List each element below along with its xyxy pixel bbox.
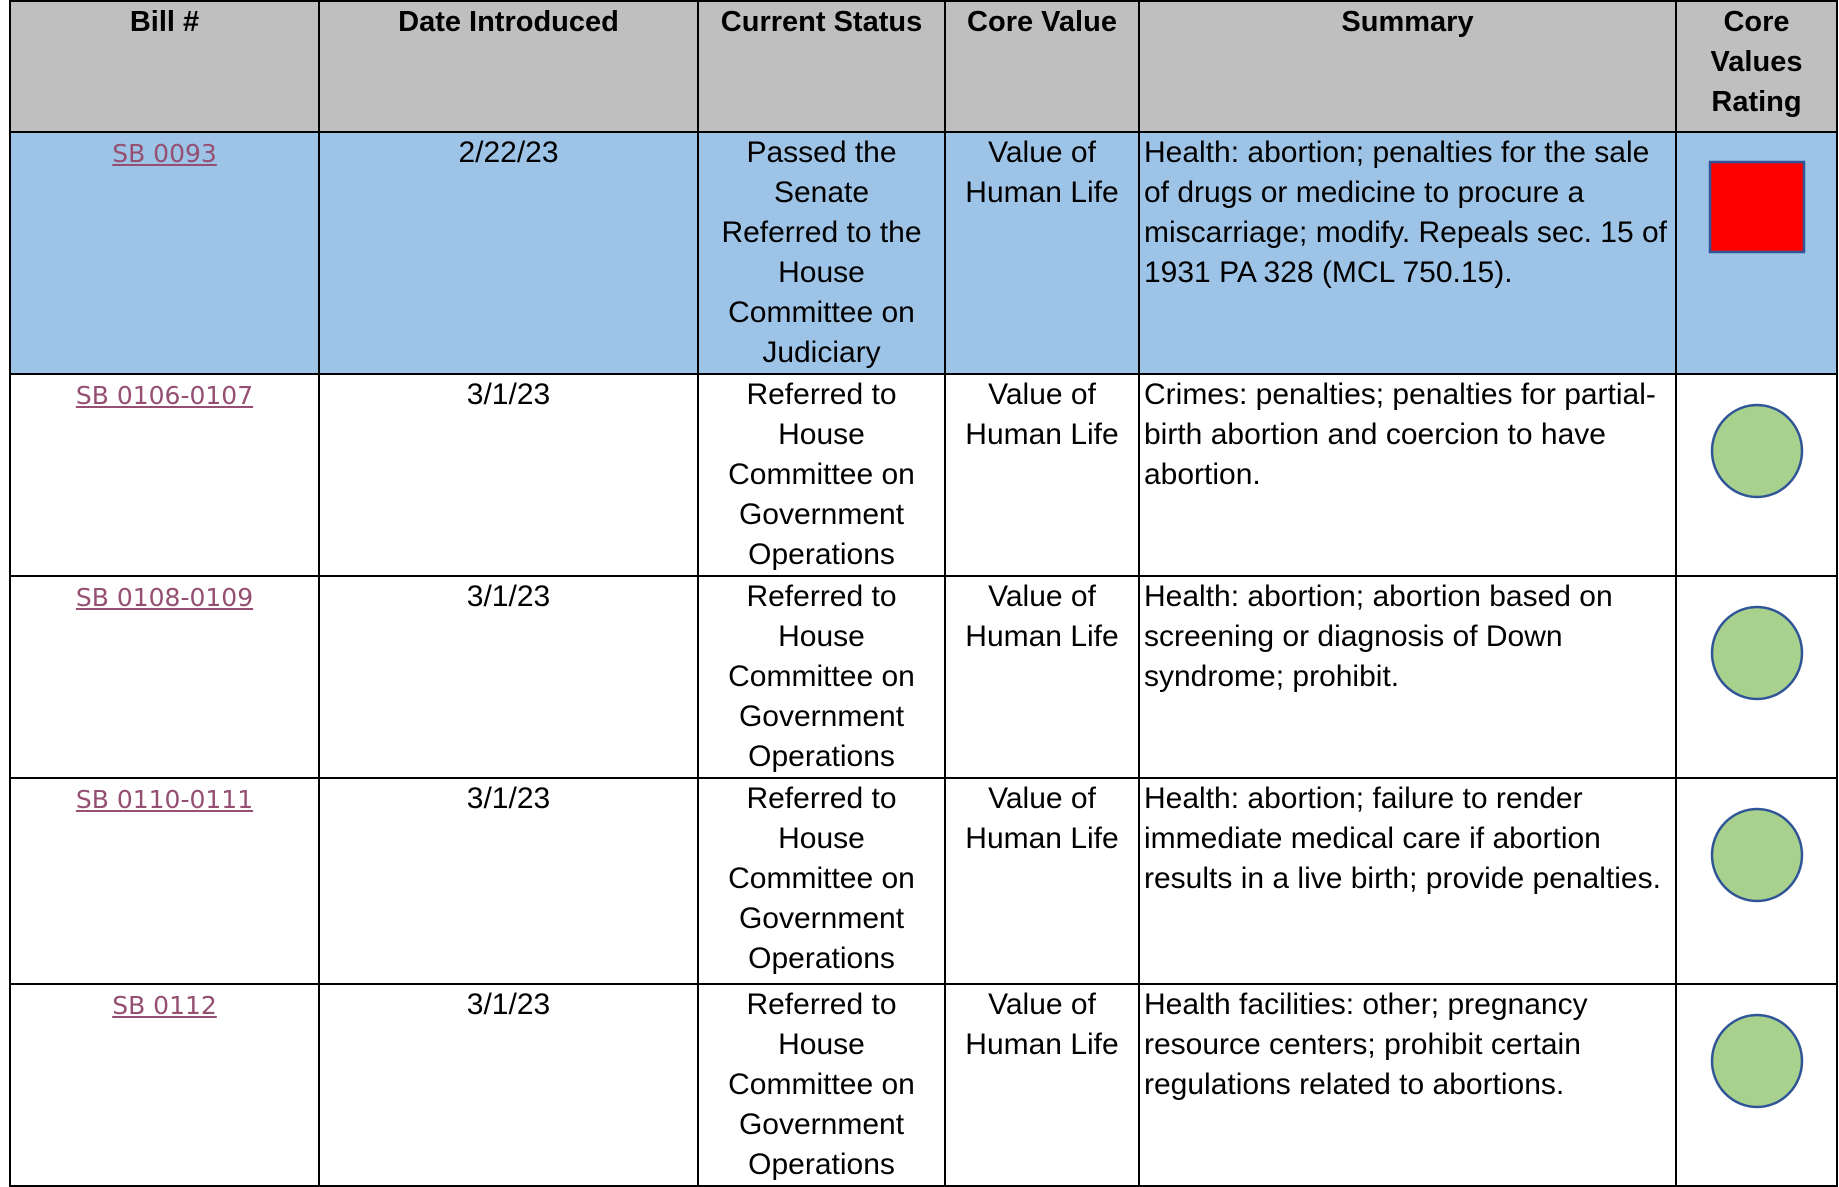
rating-icon [1710,807,1803,903]
rating-cell [1675,575,1838,779]
header-cell: Current Status [697,0,946,133]
bill-row: SB 0112 3/1/23 Referred to House Committee… [9,983,1838,1187]
rating-icon [1710,403,1803,499]
rating-shape [1710,1013,1803,1109]
summary-cell: Health: abortion; penalties for the sale… [1138,131,1677,375]
bill-link[interactable]: SB 0110-0111 [75,785,254,814]
rating-cell [1675,777,1838,985]
rating-icon [1708,160,1805,254]
core-value-cell: Value of Human Life [944,983,1140,1187]
header-cell: Core Values Rating [1675,0,1838,133]
rating-shape [1710,403,1803,499]
bill-link[interactable]: SB 0106-0107 [75,381,254,410]
rating-shape [1710,807,1803,903]
bill-row: SB 0110-0111 3/1/23 Referred to House Comm… [9,777,1838,985]
cell: SB 0108-0109 [9,575,320,779]
cell: SB 0093 [9,131,320,375]
bill-row: SB 0093 2/22/23 Passed the Senate Referred… [9,131,1838,375]
cell: SB 0106-0107 [9,373,320,577]
bills-table: Bill # Date Introduced Current Status Core … [9,0,1838,1187]
rating-icon [1710,1013,1803,1109]
rating-cell [1675,983,1838,1187]
core-value-cell: Value of Human Life [944,777,1140,985]
rating-shape [1710,605,1803,701]
date-cell: 3/1/23 [318,983,699,1187]
status-cell: Referred to House Committee on Governmen… [697,777,946,985]
header-cell: Summary [1138,0,1677,133]
summary-cell: Health: abortion; abortion based on scre… [1138,575,1677,779]
header-cell: Bill # [9,0,320,133]
summary-cell: Health facilities: other; pregnancy reso… [1138,983,1677,1187]
table-body: SB 0093 2/22/23 Passed the Senate Referred… [9,131,1838,1187]
rating-cell [1675,373,1838,577]
status-cell: Passed the Senate Referred to the House … [697,131,946,375]
rating-cell [1675,131,1838,375]
header-row: Bill # Date Introduced Current Status Core … [9,0,1838,133]
summary-cell: Health: abortion; failure to render imme… [1138,777,1677,985]
date-cell: 2/22/23 [318,131,699,375]
header-cell: Date Introduced [318,0,699,133]
core-value-cell: Value of Human Life [944,131,1140,375]
date-cell: 3/1/23 [318,575,699,779]
status-cell: Referred to House Committee on Governmen… [697,373,946,577]
core-value-cell: Value of Human Life [944,575,1140,779]
date-cell: 3/1/23 [318,777,699,985]
bill-link[interactable]: SB 0108-0109 [75,583,254,612]
bill-row: SB 0106-0107 3/1/23 Referred to House Comm… [9,373,1838,577]
bill-link[interactable]: SB 0112 [112,991,217,1020]
cell: SB 0112 [9,983,320,1187]
rating-icon [1710,605,1803,701]
date-cell: 3/1/23 [318,373,699,577]
status-cell: Referred to House Committee on Governmen… [697,575,946,779]
core-value-cell: Value of Human Life [944,373,1140,577]
header-cell: Core Value [944,0,1140,133]
rating-shape [1708,160,1805,254]
summary-cell: Crimes: penalties; penalties for partial… [1138,373,1677,577]
cell: SB 0110-0111 [9,777,320,985]
bill-row: SB 0108-0109 3/1/23 Referred to House Comm… [9,575,1838,779]
status-cell: Referred to House Committee on Governmen… [697,983,946,1187]
bill-link[interactable]: SB 0093 [112,139,217,168]
